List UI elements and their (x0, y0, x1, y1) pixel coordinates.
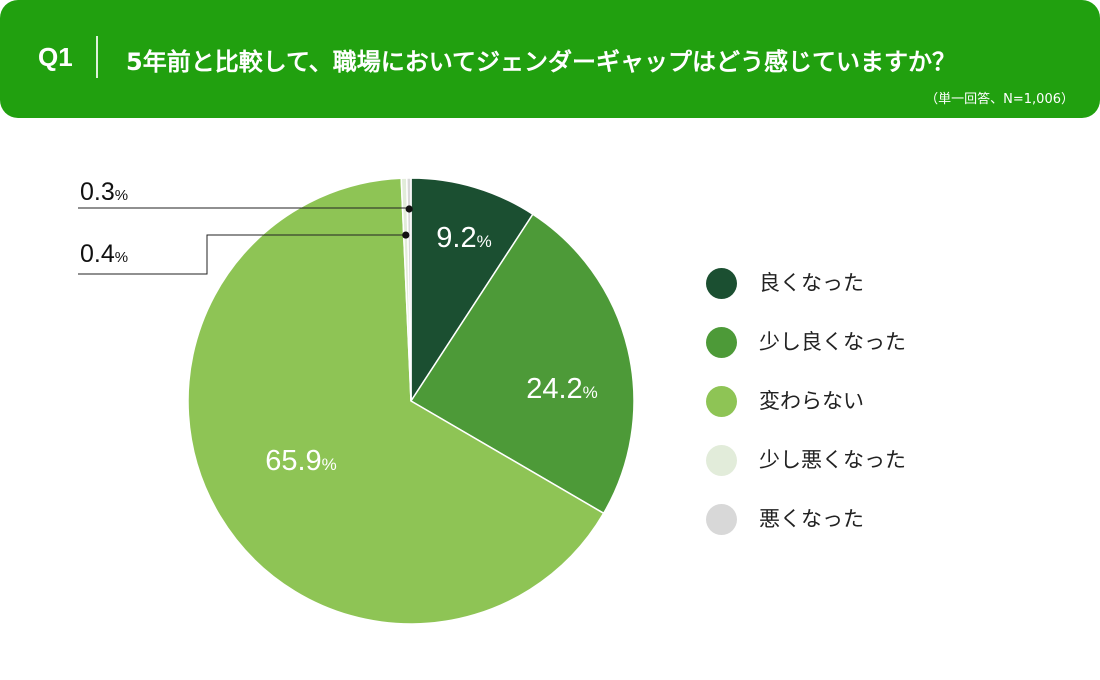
chart-legend: 良くなった少し良くなった 変わらない少し悪くなった 悪くなった (706, 268, 906, 563)
legend-swatch-3 (706, 445, 737, 476)
pie-slice-1 (409, 213, 635, 515)
leader-dot-3 (402, 231, 410, 239)
data-label-3: 0.4% (80, 240, 128, 268)
question-header: Q1 5年前と比較して、職場においてジェンダーギャップはどう感じていますか？ （… (0, 0, 1100, 118)
legend-item-1: 少し良くなった (706, 327, 906, 386)
pie-slice-0 (410, 177, 534, 404)
legend-swatch-2 (706, 386, 737, 417)
question-title: 5年前と比較して、職場においてジェンダーギャップはどう感じていますか？ (126, 48, 957, 76)
legend-swatch-0 (706, 268, 737, 299)
legend-label-4: 悪くなった (759, 507, 864, 531)
header-divider (96, 36, 98, 78)
legend-label-1: 少し良くなった (759, 330, 906, 354)
legend-label-0: 良くなった (759, 271, 864, 295)
data-label-0: 9.2% (436, 222, 491, 254)
data-label-4: 0.3% (80, 178, 128, 206)
legend-item-3: 少し悪くなった (706, 445, 906, 504)
legend-swatch-4 (706, 504, 737, 535)
legend-item-2: 変わらない (706, 386, 906, 445)
legend-label-3: 少し悪くなった (759, 448, 906, 472)
sample-note: （単一回答、N=1,006） (925, 92, 1074, 107)
question-number: Q1 (38, 42, 73, 72)
legend-swatch-1 (706, 327, 737, 358)
leader-dot-4 (405, 205, 413, 213)
legend-label-2: 変わらない (759, 389, 864, 413)
legend-item-0: 良くなった (706, 268, 906, 327)
data-label-2: 65.9% (265, 445, 337, 477)
data-label-1: 24.2% (526, 373, 598, 405)
pie-slice-2 (187, 177, 605, 625)
legend-item-4: 悪くなった (706, 504, 906, 563)
